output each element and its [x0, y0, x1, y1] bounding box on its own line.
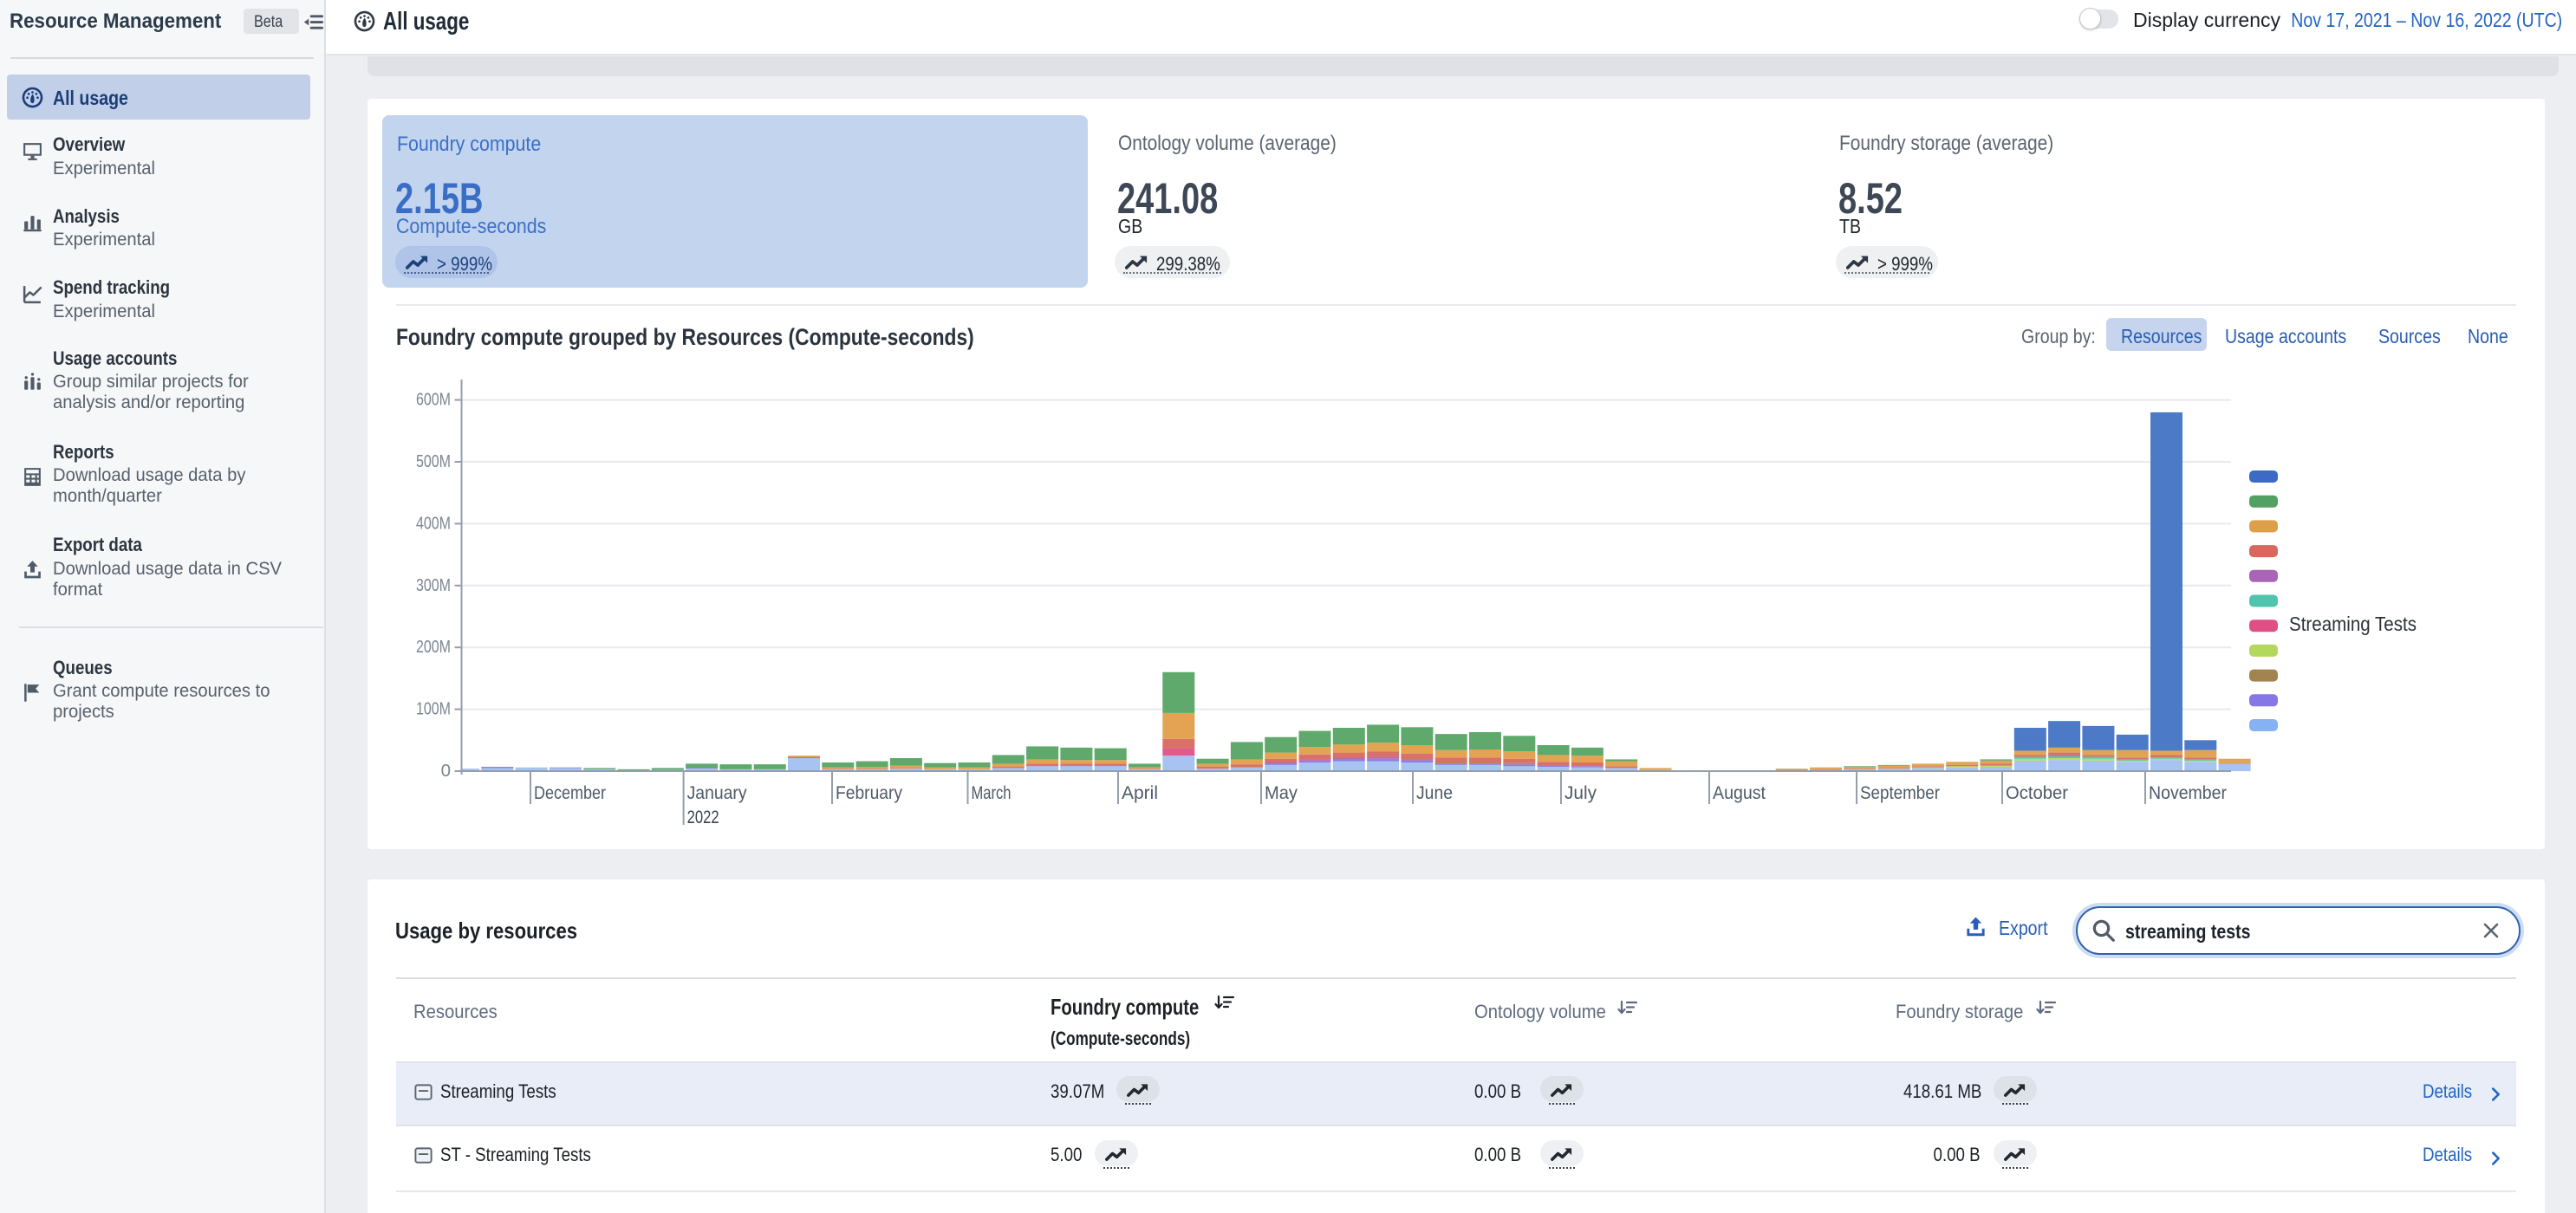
- svg-text:March: March: [972, 783, 1012, 803]
- svg-text:July: July: [1564, 783, 1597, 803]
- svg-text:December: December: [534, 783, 606, 803]
- svg-text:2022: 2022: [687, 808, 719, 827]
- svg-text:May: May: [1265, 783, 1298, 803]
- svg-text:100M: 100M: [416, 699, 451, 719]
- svg-text:February: February: [836, 783, 902, 803]
- svg-text:June: June: [1416, 783, 1453, 803]
- svg-text:400M: 400M: [416, 513, 451, 533]
- svg-text:500M: 500M: [416, 451, 451, 471]
- svg-text:200M: 200M: [416, 637, 451, 657]
- svg-text:September: September: [1860, 783, 1940, 803]
- svg-text:0: 0: [441, 761, 451, 781]
- svg-text:January: January: [687, 783, 747, 803]
- svg-text:600M: 600M: [416, 390, 451, 410]
- svg-text:300M: 300M: [416, 575, 451, 595]
- svg-text:August: August: [1713, 783, 1766, 803]
- svg-text:Streaming Tests: Streaming Tests: [2289, 613, 2417, 635]
- svg-text:April: April: [1122, 783, 1158, 803]
- svg-text:November: November: [2149, 783, 2227, 803]
- svg-text:October: October: [2006, 783, 2068, 803]
